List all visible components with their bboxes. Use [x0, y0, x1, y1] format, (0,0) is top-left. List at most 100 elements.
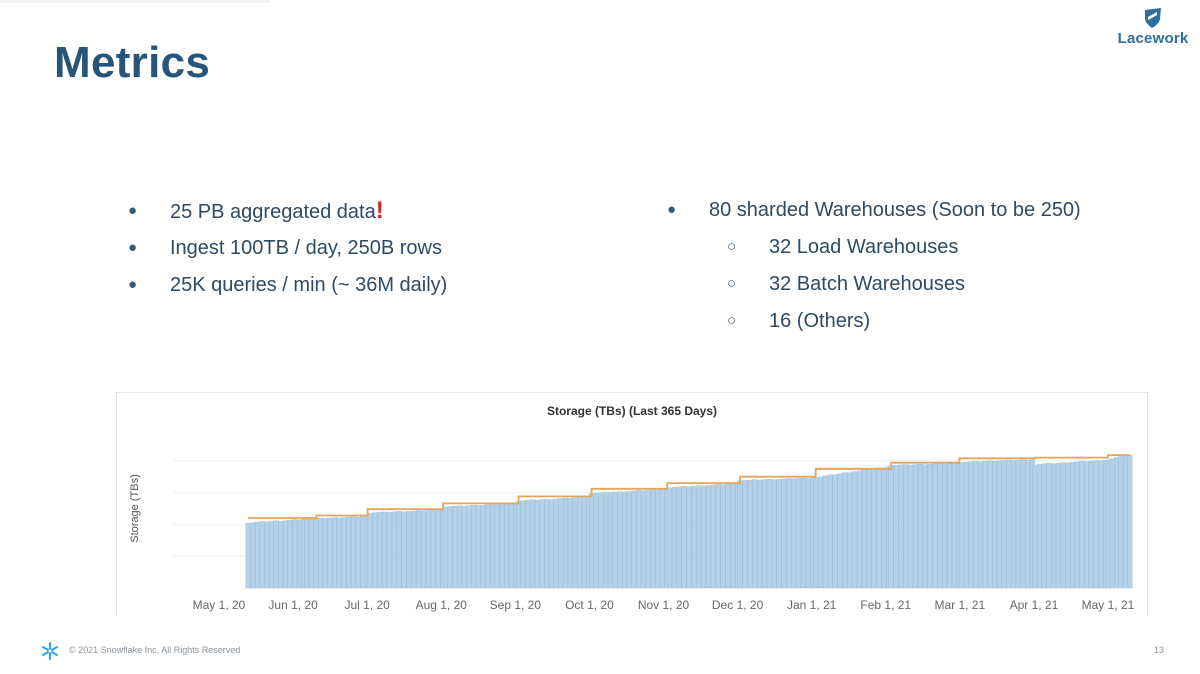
bar — [631, 490, 637, 589]
bullet-circle-icon: ○ — [727, 238, 737, 255]
bullet-circle-icon: ○ — [727, 275, 737, 292]
bar — [1114, 457, 1120, 589]
bar — [1074, 461, 1080, 589]
bar — [406, 511, 412, 589]
x-tick-label: Jul 1, 20 — [344, 598, 390, 612]
bar — [959, 462, 965, 589]
bar — [881, 467, 887, 589]
bar — [457, 505, 462, 589]
bar — [471, 505, 477, 589]
bullet-dot-icon: ● — [128, 202, 138, 219]
bullet-dot-icon: ● — [128, 276, 138, 293]
bar — [871, 468, 877, 589]
bar — [425, 510, 431, 589]
bar — [1015, 459, 1021, 589]
bar — [947, 463, 953, 589]
bar — [607, 492, 613, 589]
sub-list-item: ○ 16 (Others) — [667, 308, 1081, 345]
bar — [1055, 462, 1061, 589]
chart-title: Storage (TBs) (Last 365 Days) — [547, 404, 717, 418]
bar — [832, 474, 838, 589]
bar — [544, 498, 550, 589]
storage-chart-svg: Storage (TBs) (Last 365 Days) Storage (TB… — [129, 404, 1135, 612]
bar — [530, 499, 536, 589]
bar — [636, 490, 642, 589]
storage-chart: Storage (TBs) (Last 365 Days) Storage (TB… — [116, 392, 1148, 615]
bar — [589, 493, 595, 589]
bar — [617, 491, 623, 589]
bar — [640, 490, 646, 589]
bar — [577, 497, 583, 589]
bar — [341, 517, 347, 589]
exclamation-mark: ! — [375, 197, 384, 224]
logo-text: Lacework — [1117, 30, 1189, 47]
copyright-footer: © 2021 Snowflake Inc. All Rights Reserve… — [69, 645, 241, 655]
snowflake-icon — [42, 642, 58, 660]
bar — [681, 486, 687, 589]
bar — [1041, 463, 1047, 589]
lacework-shield-icon — [1145, 8, 1161, 28]
bar — [254, 521, 260, 589]
sub-list-item: ○ 32 Load Warehouses — [667, 234, 1081, 271]
bar — [1098, 460, 1104, 589]
bar — [259, 521, 265, 589]
list-item: ● 25 PB aggregated data! — [128, 198, 447, 235]
top-rule — [0, 0, 270, 3]
bar — [525, 500, 531, 589]
bar — [1065, 462, 1071, 589]
bar — [747, 479, 753, 589]
bar — [292, 519, 298, 589]
bar — [982, 461, 988, 589]
bar — [659, 489, 665, 589]
bar — [563, 497, 569, 589]
list-item: ● 80 sharded Warehouses (Soon to be 250) — [667, 197, 1081, 234]
bar — [710, 484, 716, 589]
bar — [1060, 462, 1066, 589]
bar — [876, 467, 882, 589]
bar — [250, 522, 256, 589]
x-tick-label: Oct 1, 20 — [565, 598, 614, 612]
bar — [1032, 464, 1038, 589]
bar — [313, 518, 319, 589]
bar — [856, 470, 862, 589]
bar — [791, 478, 797, 589]
bar — [1051, 463, 1057, 589]
bar — [626, 491, 632, 589]
bar — [475, 505, 481, 589]
bar — [1093, 460, 1099, 589]
x-tick-label: Dec 1, 20 — [712, 598, 764, 612]
x-tick-label: Apr 1, 21 — [1010, 598, 1059, 612]
bar — [852, 471, 858, 589]
bar — [391, 511, 397, 589]
bar — [978, 461, 984, 589]
bullet-text: 80 sharded Warehouses (Soon to be 250) — [709, 199, 1081, 221]
bar — [382, 511, 387, 589]
bar — [567, 498, 573, 589]
bar — [805, 478, 811, 589]
bar — [350, 516, 356, 589]
bar — [360, 516, 366, 589]
bar — [725, 484, 731, 589]
bar — [548, 499, 554, 589]
list-item: ● Ingest 100TB / day, 250B rows — [128, 235, 447, 272]
bar — [598, 492, 604, 589]
x-tick-label: Jan 1, 21 — [787, 598, 837, 612]
bullet-circle-icon: ○ — [727, 312, 737, 329]
bar — [420, 510, 426, 589]
bar — [888, 465, 894, 589]
bar — [705, 485, 711, 589]
bar — [650, 489, 656, 589]
bar — [593, 492, 599, 589]
bar — [720, 484, 726, 589]
bar — [951, 463, 957, 589]
bar — [581, 497, 587, 589]
bar — [1025, 459, 1031, 589]
bar — [327, 517, 333, 589]
bar — [401, 511, 407, 589]
bar — [786, 478, 792, 589]
bar — [742, 480, 748, 589]
bar — [1105, 459, 1111, 589]
bar — [1001, 460, 1007, 589]
bullet-text: 25K queries / min (~ 36M daily) — [170, 274, 448, 296]
bar — [504, 503, 510, 589]
